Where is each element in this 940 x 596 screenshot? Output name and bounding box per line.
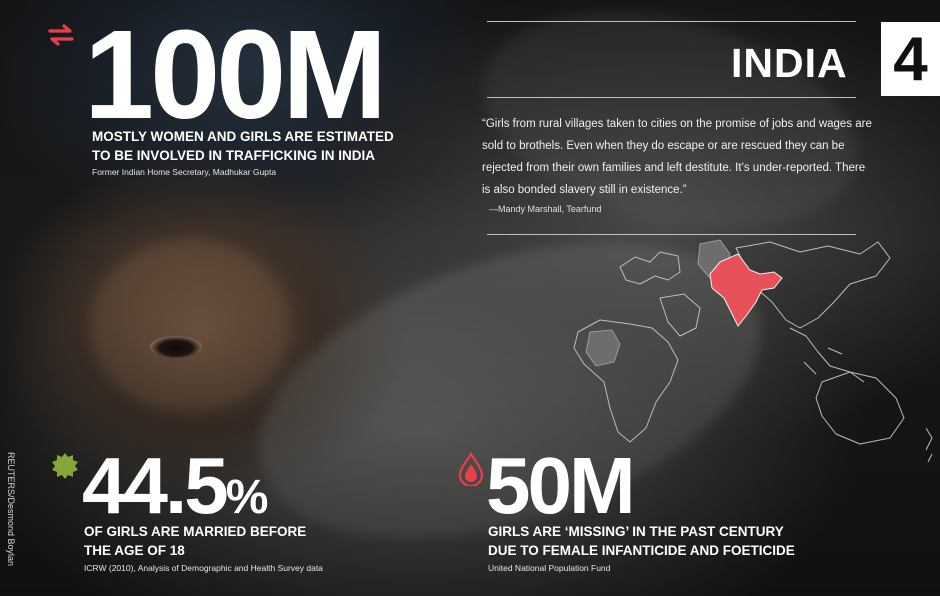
arrows-exchange-icon [48,24,74,46]
country-title: INDIA [731,40,848,86]
quote-text: “Girls from rural villages taken to citi… [482,118,872,196]
stat-top-description: MOSTLY WOMEN AND GIRLS ARE ESTIMATED TO … [92,127,394,165]
world-map [573,239,933,462]
stat-top-number: 100M [84,4,387,145]
stat-left-value: 44.5 [82,441,229,530]
map-asia-outline [735,241,891,329]
stat-right-description-line1: GIRLS ARE ‘MISSING’ IN THE PAST CENTURY [488,524,784,539]
quote-attribution: —Mandy Marshall, Tearfund [489,204,602,214]
map-middle-east-outline [659,293,701,337]
stat-left-source: ICRW (2010), Analysis of Demographic and… [84,563,323,573]
stat-right-number: 50M [486,441,636,530]
photo-credit-text: REUTERS/Desmond Boylan [6,452,16,567]
photo-background-fold [90,240,290,410]
map-australia-outline [815,371,905,445]
map-europe-outline [619,251,681,285]
header-rule-top [487,21,856,22]
rank-badge: 4 [881,22,940,96]
stat-right-source: United National Population Fund [488,563,611,573]
map-highlight-africa-grey [585,329,621,367]
map-africa-outline [573,319,679,443]
blood-drop-icon [458,452,484,486]
header-rule-bottom [487,97,856,98]
stat-left-description-line2: THE AGE OF 18 [84,543,185,558]
stat-top-source: Former Indian Home Secretary, Madhukar G… [92,167,277,177]
stat-left-description-line1: OF GIRLS ARE MARRIED BEFORE [84,524,307,539]
quote-rule [487,234,856,235]
stat-right-description-line2: DUE TO FEMALE INFANTICIDE AND FOETICIDE [488,543,795,558]
photo-eye [150,336,202,358]
map-southeast-asia-outline [789,327,865,383]
stat-top-description-line2: TO BE INVOLVED IN TRAFFICKING IN INDIA [92,148,376,163]
map-india-highlight [709,253,783,327]
stat-left-unit: % [225,471,269,524]
seal-badge-icon [52,453,78,479]
stat-left-number: 44.5% [82,446,268,526]
map-newzealand-outline [925,427,933,462]
stat-left-description: OF GIRLS ARE MARRIED BEFORE THE AGE OF 1… [84,522,306,560]
photo-credit: REUTERS/Desmond Boylan [4,452,18,582]
stat-top-description-line1: MOSTLY WOMEN AND GIRLS ARE ESTIMATED [92,129,394,144]
stat-right-description: GIRLS ARE ‘MISSING’ IN THE PAST CENTURY … [488,522,795,560]
